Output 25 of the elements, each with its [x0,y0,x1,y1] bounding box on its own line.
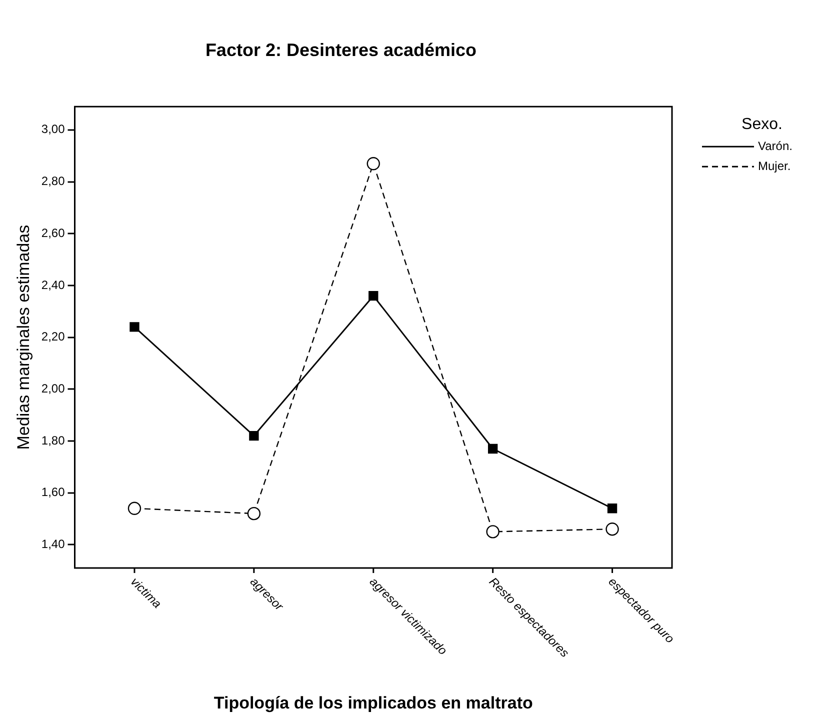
point [607,504,618,514]
y-tick-label: 3,00 [41,122,66,136]
point [128,502,142,515]
point [130,322,140,332]
y-tick-label: 2,40 [41,278,66,292]
point [488,444,498,454]
point [366,157,380,170]
point [486,525,500,538]
point [247,506,261,520]
y-tick-label: 2,00 [41,381,66,396]
y-tick-label: 2,60 [41,226,66,240]
y-tick-label: 2,80 [41,174,66,188]
legend-label: Varón. [758,138,792,153]
legend-title: Sexo. [742,116,782,134]
y-tick-label: 1,80 [41,433,66,448]
y-tick-label: 2,20 [41,330,66,344]
chart-title: Factor 2: Desinteres académico [205,40,477,60]
point [249,430,259,441]
y-tick-label: 1,60 [41,485,66,500]
y-tick-label: 1,40 [41,536,66,551]
point [368,290,378,301]
y-axis-title: Medias marginales estimadas [14,224,33,450]
point [606,522,619,536]
legend-label: Mujer. [758,158,791,173]
x-axis-title: Tipología de los implicados en maltrato [214,693,533,712]
